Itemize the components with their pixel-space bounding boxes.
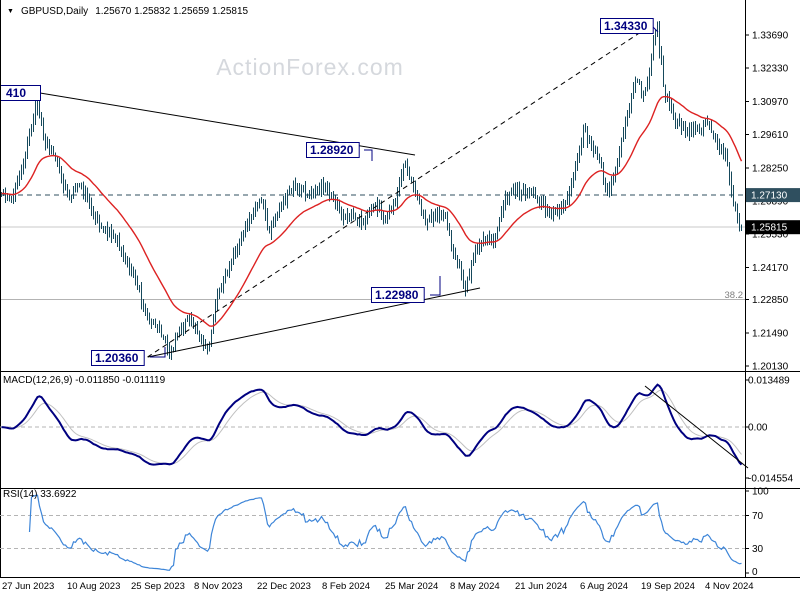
moving-average-line: [1, 95, 743, 327]
price-tag: [746, 220, 800, 235]
rsi-axis-label: 30: [752, 544, 764, 555]
y-axis-label: 1.24170: [752, 263, 789, 274]
rsi-panel: 100 70 30 0: [0, 487, 769, 578]
rsi-axis-label: 0: [752, 567, 758, 578]
y-axis-label: 1.29610: [752, 130, 789, 141]
date-axis-labels[interactable]: 27 Jun 2023 10 Aug 2023 25 Sep 2023 8 Nov 2…: [2, 581, 754, 592]
trend-line-dashed: [139, 25, 651, 363]
rsi-axis-label: 100: [752, 487, 769, 498]
price-annotation-box: [0, 85, 41, 101]
price-bars: [1, 21, 742, 360]
price-tag-text: 1.27130: [751, 191, 788, 202]
symbol-header: ▼ GBPUSD,Daily 1.25670 1.25832 1.25659 1…: [7, 6, 248, 17]
x-axis-label: 8 Nov 2023: [194, 581, 243, 592]
annotation-connector: [150, 347, 166, 358]
x-axis-label: 8 Feb 2024: [322, 581, 370, 592]
price-annotation-text: 410: [6, 86, 26, 100]
x-axis-label: 21 Jun 2024: [515, 581, 567, 592]
rsi-indicator-label: RSI(14) 33.6922: [3, 489, 77, 500]
macd-indicator-label: MACD(12,26,9) -0.011850 -0.011119: [3, 375, 166, 386]
macd-signal-line: [1, 389, 742, 465]
macd-panel: 0.013489 0.00 -0.014554: [0, 376, 793, 485]
price-tag-text: 1.25815: [751, 223, 788, 234]
x-axis-label: 8 May 2024: [450, 581, 500, 592]
price-annotation-box: [600, 18, 654, 34]
y-axis-label: 1.30970: [752, 97, 789, 108]
x-axis-label: 22 Dec 2023: [257, 581, 311, 592]
fib-retracement-label: 38.2: [725, 290, 744, 301]
macd-axis-label: 0.00: [748, 423, 768, 434]
x-axis-label: 10 Aug 2023: [67, 581, 120, 592]
macd-axis-label: 0.013489: [748, 376, 790, 387]
y-axis-label: 1.33690: [752, 31, 789, 42]
price-annotation-text: 1.22980: [375, 288, 419, 302]
price-annotation-text: 1.28920: [310, 143, 354, 157]
x-axis-label: 19 Sep 2024: [641, 581, 695, 592]
price-axis-labels[interactable]: 1.336901.323301.309701.296101.282501.268…: [745, 31, 800, 373]
macd-axis-label: -0.014554: [748, 474, 793, 485]
symbol-dropdown-arrow-icon[interactable]: ▼: [7, 8, 14, 15]
y-axis-label: 1.25530: [752, 230, 789, 241]
price-annotation-box: [371, 287, 425, 303]
y-axis-label: 1.20130: [752, 362, 789, 373]
symbol-title: GBPUSD,Daily: [20, 6, 89, 17]
y-axis-label: 1.22850: [752, 295, 789, 306]
watermark: ActionForex.com: [216, 54, 404, 80]
y-axis-label: 1.32330: [752, 64, 789, 75]
annotation-connector: [364, 149, 373, 161]
ohlc-quote: 1.25670 1.25832 1.25659 1.25815: [95, 6, 249, 17]
price-annotation-text: 1.20360: [95, 351, 139, 365]
x-axis-label: 25 Mar 2024: [385, 581, 438, 592]
macd-trend-line: [644, 385, 749, 469]
y-axis-label: 1.21490: [752, 328, 789, 339]
y-axis-label: 1.28250: [752, 163, 789, 174]
price-annotation-box: [91, 350, 145, 366]
x-axis-label: 4 Nov 2024: [705, 581, 754, 592]
price-annotations: 1.34330 410 1.28920 1.22980 1.20360: [0, 18, 659, 366]
price-annotation-box: [306, 142, 360, 158]
price-annotation-text: 1.34330: [604, 19, 648, 33]
annotation-connector: [430, 276, 441, 296]
rsi-axis-label: 70: [752, 511, 764, 522]
x-axis-label: 25 Sep 2023: [131, 581, 185, 592]
rsi-line: [28, 494, 742, 571]
x-axis-label: 27 Jun 2023: [2, 581, 54, 592]
price-tag: [746, 188, 800, 203]
macd-line: [1, 383, 743, 466]
x-axis-label: 6 Aug 2024: [580, 581, 628, 592]
